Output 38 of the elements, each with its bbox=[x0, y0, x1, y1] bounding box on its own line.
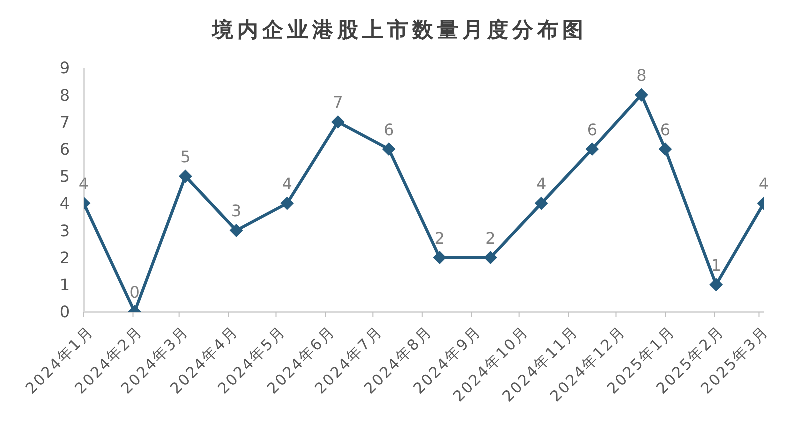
point bbox=[332, 116, 345, 129]
data-label: 0 bbox=[130, 283, 140, 302]
point bbox=[658, 142, 672, 156]
data-label: 5 bbox=[180, 147, 191, 166]
point bbox=[382, 142, 396, 156]
point bbox=[635, 88, 648, 102]
y-tick-label: 7 bbox=[60, 112, 70, 132]
data-label: 2 bbox=[486, 228, 496, 248]
data-label: 8 bbox=[636, 66, 647, 86]
point bbox=[535, 197, 548, 210]
data-label: 7 bbox=[333, 93, 344, 112]
data-label: 3 bbox=[231, 202, 242, 221]
y-tick-label: 4 bbox=[60, 194, 70, 214]
data-label: 4 bbox=[282, 174, 292, 194]
data-label: 1 bbox=[711, 256, 722, 275]
data-label: 4 bbox=[536, 174, 547, 194]
point bbox=[710, 278, 723, 292]
y-tick-label: 6 bbox=[60, 140, 70, 160]
y-tick-label: 2 bbox=[60, 248, 70, 268]
data-label: 6 bbox=[587, 120, 598, 140]
data-label: 2 bbox=[434, 228, 445, 248]
point bbox=[433, 251, 446, 264]
point bbox=[280, 197, 294, 210]
chart-title: 境内企业港股上市数量月度分布图 bbox=[210, 17, 588, 44]
point bbox=[586, 142, 599, 156]
y-tick-label: 3 bbox=[60, 221, 70, 240]
data-label: 4 bbox=[758, 174, 770, 194]
y-tick-label: 8 bbox=[60, 86, 70, 105]
point bbox=[484, 251, 498, 264]
y-tick-label: 0 bbox=[60, 302, 70, 322]
point bbox=[179, 170, 192, 183]
point bbox=[230, 224, 244, 238]
y-tick-label: 9 bbox=[60, 58, 70, 78]
data-label: 6 bbox=[384, 120, 394, 140]
data-label: 4 bbox=[78, 174, 90, 194]
y-tick-label: 5 bbox=[60, 167, 70, 186]
data-label: 6 bbox=[660, 120, 671, 140]
y-tick-label: 1 bbox=[60, 276, 70, 295]
